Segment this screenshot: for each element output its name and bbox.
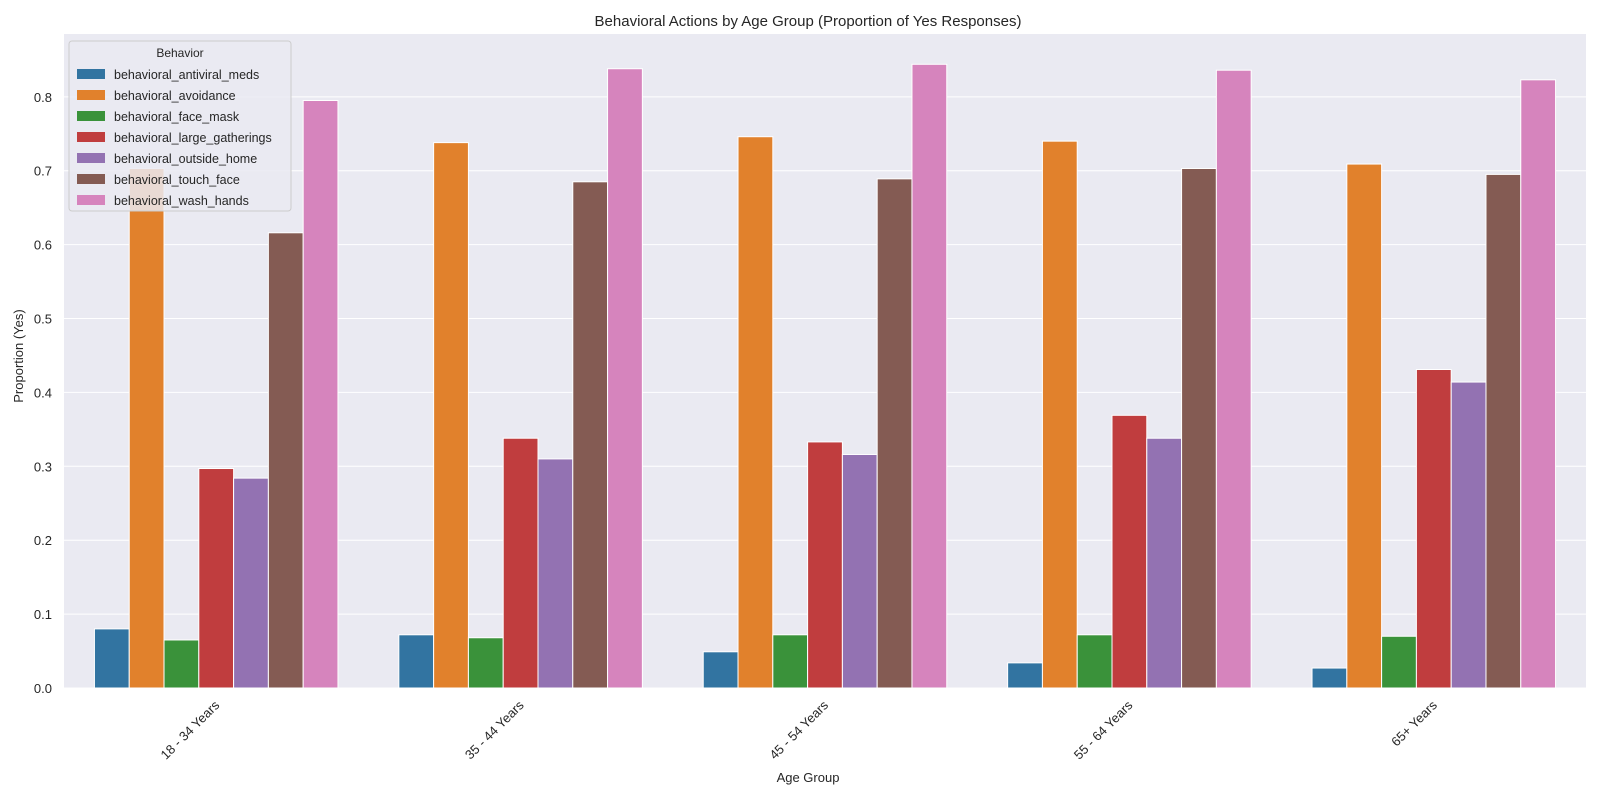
bar-behavioral_face_mask-1 [467, 637, 504, 689]
legend-swatch-behavioral_avoidance [77, 90, 105, 100]
bar-behavioral_antiviral_meds-0 [93, 628, 130, 689]
x-axis-ticks: 18 - 34 Years 35 - 44 Years 45 - 54 Years 5… [158, 697, 1441, 762]
bar-behavioral_outside_home-2 [841, 453, 878, 689]
bar-behavioral_touch_face-3 [1181, 167, 1217, 689]
x-tick-label: 18 - 34 Years [158, 697, 223, 762]
bar-behavioral_avoidance-2 [737, 136, 774, 689]
x-axis-label: Age Group [777, 770, 840, 785]
bar-behavioral_face_mask-2 [772, 634, 809, 689]
legend-swatch-behavioral_large_gatherings [77, 132, 105, 142]
y-axis-label: Proportion (Yes) [11, 309, 26, 402]
legend-swatch-behavioral_touch_face [77, 174, 105, 184]
legend-label: behavioral_touch_face [114, 173, 240, 187]
bar-behavioral_face_mask-0 [163, 639, 200, 689]
y-tick-label: 0.3 [34, 459, 52, 474]
legend-swatch-behavioral_face_mask [77, 111, 105, 121]
y-tick-label: 0.0 [34, 681, 52, 696]
legend-label: behavioral_antiviral_meds [114, 68, 259, 82]
bar-behavioral_outside_home-4 [1450, 381, 1487, 689]
legend-label: behavioral_avoidance [114, 89, 236, 103]
bar-behavioral_wash_hands-4 [1520, 79, 1557, 689]
y-tick-label: 0.8 [34, 90, 52, 105]
bar-behavioral_large_gatherings-3 [1111, 414, 1148, 689]
y-tick-label: 0.6 [34, 238, 52, 253]
y-tick-label: 0.5 [34, 312, 52, 327]
plot-area [64, 34, 1586, 689]
chart-title: Behavioral Actions by Age Group (Proport… [595, 13, 1022, 30]
bar-behavioral_touch_face-4 [1485, 173, 1522, 689]
bar-behavioral_outside_home-1 [537, 458, 574, 689]
legend-swatch-behavioral_antiviral_meds [77, 69, 105, 79]
y-axis-ticks: 0.0 0.1 0.2 0.3 0.4 0.5 0.6 0.7 0.8 [34, 90, 52, 696]
x-tick-label: 45 - 54 Years [766, 697, 831, 762]
bar-behavioral_wash_hands-1 [607, 68, 643, 689]
x-tick-label: 65+ Years [1388, 697, 1440, 749]
y-tick-label: 0.2 [34, 533, 52, 548]
bar-behavioral_avoidance-3 [1041, 140, 1078, 689]
bar-behavioral_face_mask-3 [1076, 634, 1113, 689]
bar-behavioral_face_mask-4 [1381, 635, 1417, 689]
bar-behavioral_avoidance-1 [433, 142, 469, 689]
legend-label: behavioral_large_gatherings [114, 131, 272, 145]
bar-behavioral_large_gatherings-1 [502, 437, 539, 689]
x-tick-label: 55 - 64 Years [1071, 697, 1136, 762]
bar-behavioral_touch_face-2 [876, 178, 913, 689]
bar-behavioral_antiviral_meds-2 [702, 651, 739, 689]
y-tick-label: 0.1 [34, 607, 52, 622]
bar-behavioral_large_gatherings-4 [1415, 368, 1452, 689]
legend-title: Behavior [156, 46, 203, 60]
legend-swatch-behavioral_outside_home [77, 153, 105, 163]
legend-label: behavioral_outside_home [114, 152, 257, 166]
bar-behavioral_outside_home-0 [233, 477, 269, 689]
bar-behavioral_touch_face-1 [572, 181, 609, 689]
bar-behavioral_outside_home-3 [1146, 437, 1183, 689]
legend-swatch-behavioral_wash_hands [77, 195, 105, 205]
legend: Behavior behavioral_antiviral_medsbehavio… [68, 40, 292, 212]
legend-label: behavioral_face_mask [114, 110, 240, 124]
bar-behavioral_avoidance-4 [1346, 163, 1383, 689]
x-tick-label: 35 - 44 Years [462, 697, 527, 762]
bar-behavioral_antiviral_meds-1 [398, 634, 435, 689]
bar-behavioral_large_gatherings-0 [198, 468, 235, 689]
bar-behavioral_avoidance-0 [128, 167, 165, 689]
legend-box [68, 40, 292, 212]
bar-behavioral_touch_face-0 [267, 232, 304, 689]
legend-label: behavioral_wash_hands [114, 194, 249, 208]
bar-behavioral_antiviral_meds-3 [1007, 662, 1043, 689]
bar-behavioral_wash_hands-3 [1215, 69, 1252, 689]
bar-behavioral_wash_hands-0 [302, 100, 339, 689]
bar-behavioral_large_gatherings-2 [807, 441, 843, 689]
y-tick-label: 0.7 [34, 164, 52, 179]
bar-behavioral_wash_hands-2 [911, 63, 948, 689]
bar-behavioral_antiviral_meds-4 [1311, 667, 1348, 689]
y-tick-label: 0.4 [34, 385, 52, 400]
